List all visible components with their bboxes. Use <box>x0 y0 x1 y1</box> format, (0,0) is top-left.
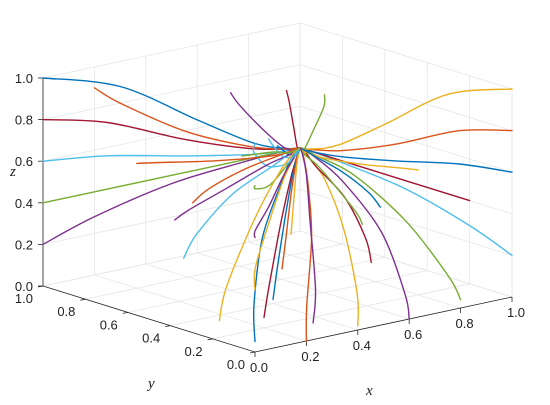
trajectory-line <box>299 147 419 171</box>
y-tick-mark <box>80 298 86 301</box>
grid-line <box>42 230 301 287</box>
z-tick-label: 0.4 <box>15 196 33 211</box>
trajectory-line <box>192 147 301 204</box>
y-tick-mark <box>249 351 256 354</box>
grid-line <box>42 105 301 162</box>
trajectory-line <box>267 138 301 159</box>
grid-line <box>170 270 428 326</box>
x-tick-label: 0.6 <box>404 327 422 342</box>
y-tick-mark <box>207 338 213 341</box>
x-tick-label: 0.4 <box>353 338 371 353</box>
y-tick-label: 0.2 <box>185 344 203 359</box>
trajectory-line <box>174 147 301 221</box>
trajectory-line <box>299 147 360 327</box>
grid-line <box>212 283 470 340</box>
trajectory-line <box>299 147 462 301</box>
trajectory-line <box>42 77 301 150</box>
trajectory-line <box>299 147 317 324</box>
trajectory-line <box>241 147 301 157</box>
y-tick-label: 0.6 <box>100 317 118 332</box>
grid-line <box>94 274 307 342</box>
y-axis-label: y <box>146 376 155 392</box>
y-tick-label: 0.0 <box>227 357 245 372</box>
x-tick-label: 0.0 <box>250 360 268 375</box>
z-tick-label: 0.6 <box>15 154 33 169</box>
trajectory-line <box>252 143 301 168</box>
trajectory-line <box>42 147 301 162</box>
x-axis-label: x <box>365 383 373 399</box>
grid-line <box>42 22 301 79</box>
y-tick-mark <box>122 312 128 314</box>
z-tick-label: 0.2 <box>15 237 33 252</box>
y-axis-line <box>42 285 256 353</box>
grid-line <box>299 189 513 256</box>
y-tick-label: 0.8 <box>57 304 75 319</box>
trajectory-line <box>218 147 301 322</box>
trajectory-line <box>299 147 513 173</box>
grid-line <box>197 252 410 320</box>
grid-line <box>299 230 513 298</box>
trajectory-line <box>299 147 363 225</box>
trajectory-line <box>299 88 513 150</box>
y-tick-mark <box>165 325 171 327</box>
grid-line <box>42 189 301 245</box>
grid-line <box>299 22 513 90</box>
trajectory-line <box>253 147 301 239</box>
x-axis-line <box>254 296 513 353</box>
trajectory-line <box>299 147 381 208</box>
grid-line <box>299 64 513 131</box>
tick-labels: 0.00.20.40.60.81.00.00.20.40.60.81.00.00… <box>15 71 525 375</box>
z-axis-label: z <box>9 164 16 180</box>
trajectory-line <box>299 94 326 152</box>
trajectory-line <box>299 147 513 257</box>
x-tick-label: 0.2 <box>301 349 319 364</box>
grid-line <box>145 263 358 331</box>
grid-line <box>85 243 343 300</box>
z-tick-label: 0.8 <box>15 113 33 128</box>
trajectory-line <box>299 129 513 152</box>
x-tick-label: 0.8 <box>456 316 474 331</box>
trajectory-line <box>285 89 301 149</box>
series-group <box>42 77 513 343</box>
y-tick-label: 1.0 <box>15 291 33 306</box>
y-tick-label: 0.4 <box>142 331 160 346</box>
z-tick-label: 1.0 <box>15 71 33 86</box>
trajectory-line <box>299 147 410 320</box>
z-tick-label: 0.0 <box>15 279 33 294</box>
grid-line <box>299 105 513 173</box>
x-tick-label: 1.0 <box>507 305 525 320</box>
trajectory-line <box>299 147 313 342</box>
grid-line <box>42 64 301 120</box>
axes-box <box>37 77 513 357</box>
y-tick-mark <box>37 285 44 288</box>
